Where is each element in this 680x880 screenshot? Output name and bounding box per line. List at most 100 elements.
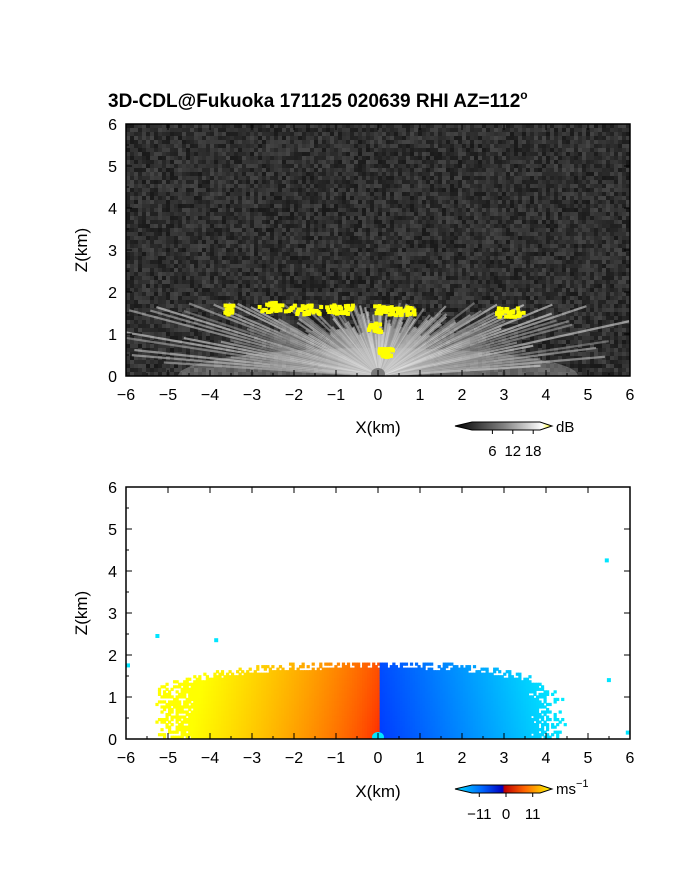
noise-cell [494,276,498,280]
noise-cell [246,208,250,212]
noise-cell [554,128,558,132]
noise-cell [278,272,282,276]
noise-cell [558,276,562,280]
noise-cell [574,252,578,256]
noise-cell [150,172,154,176]
figure-title: 3D-CDL@Fukuoka 171125 020639 RHI AZ=112o [108,88,528,112]
noise-cell [450,176,454,180]
noise-cell [538,152,542,156]
noise-cell [186,232,190,236]
noise-cell [170,216,174,220]
noise-cell [578,160,582,164]
noise-cell [470,220,474,224]
noise-cell [578,212,582,216]
noise-cell [190,248,194,252]
noise-cell [434,268,438,272]
noise-cell [174,224,178,228]
noise-cell [490,160,494,164]
noise-cell [298,228,302,232]
noise-cell [534,268,538,272]
noise-cell [414,168,418,172]
noise-cell [494,264,498,268]
noise-cell [426,204,430,208]
noise-cell [586,156,590,160]
noise-cell [438,264,442,268]
noise-cell [518,268,522,272]
noise-cell [538,256,542,260]
noise-cell [230,172,234,176]
noise-cell [514,268,518,272]
noise-cell [610,172,614,176]
noise-cell [474,276,478,280]
noise-cell [282,276,286,280]
noise-cell [538,244,542,248]
noise-cell [142,268,146,272]
noise-cell [606,140,610,144]
noise-cell [438,268,442,272]
noise-cell [310,224,314,228]
noise-cell [550,240,554,244]
noise-cell [354,236,358,240]
noise-cell [394,276,398,280]
noise-cell [446,168,450,172]
noise-cell [206,252,210,256]
noise-cell [378,172,382,176]
noise-cell [574,212,578,216]
noise-cell [226,264,230,268]
noise-cell [290,168,294,172]
noise-cell [598,236,602,240]
noise-cell [202,132,206,136]
noise-cell [506,252,510,256]
noise-cell [578,216,582,220]
noise-cell [278,168,282,172]
noise-cell [418,192,422,196]
noise-cell [386,280,390,284]
noise-cell [270,168,274,172]
noise-cell [410,264,414,268]
noise-cell [146,232,150,236]
noise-cell [554,124,558,128]
noise-cell [610,184,614,188]
noise-cell [418,228,422,232]
noise-cell [546,240,550,244]
noise-cell [410,188,414,192]
noise-cell [190,196,194,200]
noise-cell [514,168,518,172]
noise-cell [302,196,306,200]
noise-cell [146,244,150,248]
noise-cell [378,188,382,192]
noise-cell [462,220,466,224]
noise-cell [370,188,374,192]
noise-cell [374,240,378,244]
noise-cell [558,188,562,192]
noise-cell [226,268,230,272]
noise-cell [594,268,598,272]
noise-cell [406,212,410,216]
noise-cell [282,248,286,252]
noise-cell [490,236,494,240]
noise-cell [138,192,142,196]
noise-cell [382,136,386,140]
noise-cell [190,224,194,228]
noise-cell [254,216,258,220]
noise-cell [578,208,582,212]
noise-cell [518,184,522,188]
noise-cell [162,172,166,176]
noise-cell [462,148,466,152]
noise-cell [298,212,302,216]
noise-cell [286,244,290,248]
noise-cell [458,236,462,240]
noise-cell [550,192,554,196]
noise-cell [498,148,502,152]
noise-cell [410,144,414,148]
noise-cell [566,248,570,252]
noise-cell [430,132,434,136]
noise-cell [306,172,310,176]
noise-cell [566,164,570,168]
noise-cell [498,220,502,224]
noise-cell [130,140,134,144]
noise-cell [542,184,546,188]
noise-cell [538,212,542,216]
noise-cell [394,272,398,276]
noise-cell [254,184,258,188]
